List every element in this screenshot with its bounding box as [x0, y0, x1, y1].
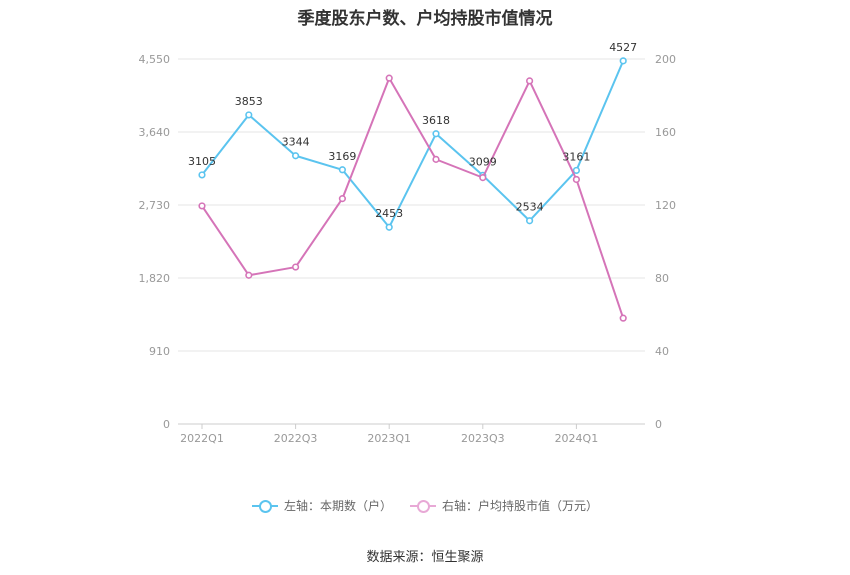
data-labels: 3105 3853 3344 3169 2453 3618 3099 2534 3161 4527 [188, 41, 637, 220]
series-line-right [201, 77, 625, 319]
data-label: 3105 [188, 155, 216, 168]
data-point-right [525, 77, 534, 85]
data-label: 3853 [235, 95, 263, 108]
axes: 0 0 910 40 1,820 80 2,730 120 3,640 160 4,550 200 20… [139, 53, 677, 445]
data-point-right [245, 271, 253, 279]
y-right-tick-label: 0 [655, 418, 662, 431]
data-source: 数据来源：恒生聚源 [366, 550, 484, 565]
data-label: 3344 [282, 136, 310, 149]
chart-title: 季度股东户数、户均持股市值情况 [297, 9, 553, 29]
y-left-tick-label: 3,640 [139, 126, 171, 139]
data-point-left [619, 57, 627, 65]
data-label: 3099 [469, 155, 497, 168]
legend-item-left[interactable]: 左轴：本期数（户） [251, 497, 392, 514]
data-point-right [385, 74, 393, 82]
y-left-tick-label: 0 [163, 418, 170, 431]
data-point-left [572, 166, 581, 175]
y-left-tick-label: 4,550 [139, 53, 171, 66]
y-right-tick-label: 120 [655, 199, 676, 212]
data-label: 2534 [516, 201, 544, 214]
y-right-tick-label: 160 [655, 126, 676, 139]
y-right-tick-label: 80 [655, 272, 669, 285]
data-point-left [385, 223, 393, 231]
x-tick-label: 2022Q1 [180, 432, 224, 445]
data-point-left [525, 217, 534, 225]
data-label: 3169 [328, 150, 356, 163]
legend-item-right[interactable]: 右轴：户均持股市值（万元） [410, 497, 598, 514]
y-left-tick-label: 1,820 [139, 272, 171, 285]
data-point-left [338, 166, 347, 174]
data-point-right [292, 263, 300, 271]
legend-label-left: 左轴：本期数（户） [283, 499, 392, 513]
y-right-tick-label: 200 [655, 53, 676, 66]
data-point-right [479, 174, 487, 182]
data-point-right [198, 202, 206, 210]
data-point-left [292, 152, 300, 160]
x-tick-label: 2022Q3 [274, 432, 318, 445]
data-label: 4527 [609, 41, 637, 54]
legend: 左轴：本期数（户） 右轴：户均持股市值（万元） [0, 497, 850, 514]
y-left-tick-label: 910 [149, 345, 170, 358]
y-right-tick-label: 40 [655, 345, 669, 358]
series-line-left [201, 60, 625, 229]
data-point-left [245, 111, 253, 119]
data-label: 3161 [562, 150, 590, 163]
legend-swatch-left-icon [251, 499, 278, 513]
data-point-right [619, 314, 627, 322]
data-point-left [432, 130, 440, 138]
data-point-right [338, 195, 347, 203]
x-tick-label: 2023Q3 [461, 432, 505, 445]
y-left-tick-label: 2,730 [139, 199, 171, 212]
legend-label-right: 右轴：户均持股市值（万元） [442, 499, 599, 513]
legend-swatch-right-icon [410, 499, 436, 513]
data-label: 2453 [375, 207, 403, 220]
series [198, 57, 627, 322]
grid-lines [178, 58, 645, 425]
data-point-right [432, 155, 440, 163]
data-label: 3618 [422, 114, 450, 127]
data-point-right [572, 175, 581, 184]
x-tick-label: 2024Q1 [555, 432, 599, 445]
data-point-left [198, 171, 206, 179]
x-tick-label: 2023Q1 [367, 432, 411, 445]
